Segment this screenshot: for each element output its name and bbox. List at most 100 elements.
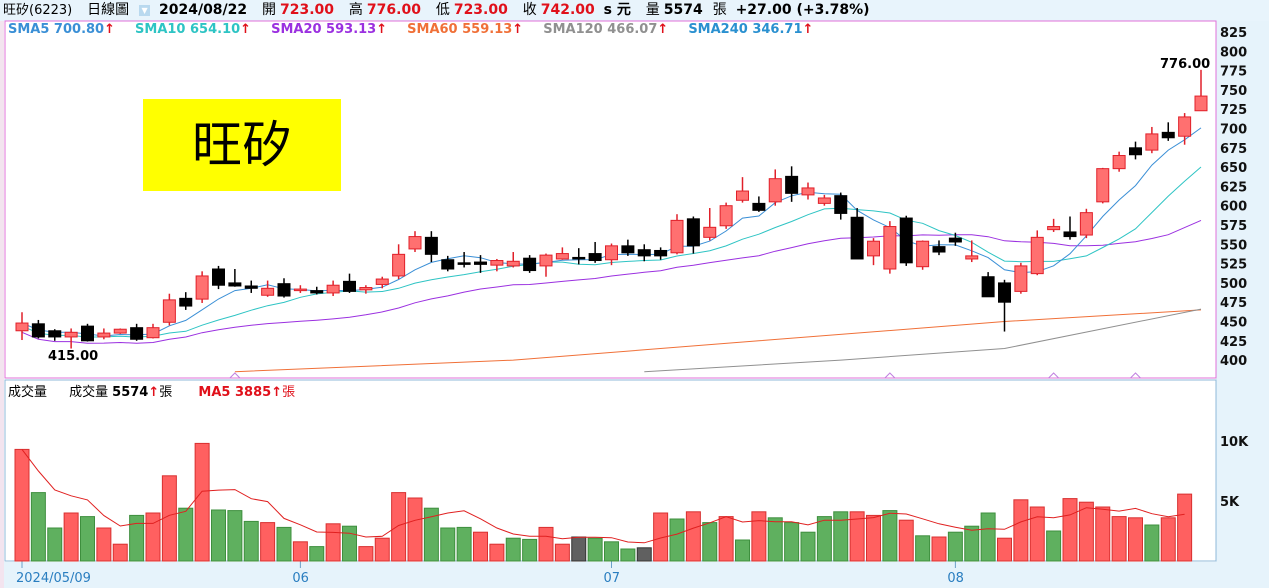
candle-body <box>801 187 815 196</box>
volume-ma5-unit: 張 <box>282 385 296 400</box>
candle-body <box>244 285 258 289</box>
volume-bar <box>587 537 603 562</box>
volume-legend: 成交量 成交量 5574↑張 MA5 3885↑張 <box>8 381 299 400</box>
candlestick <box>588 241 602 263</box>
volume-bar <box>47 527 63 562</box>
volume-bar <box>80 516 95 562</box>
volume-bar <box>636 547 652 562</box>
volume-bar <box>980 512 996 562</box>
candlestick <box>1063 216 1077 240</box>
volume-bar <box>816 516 832 562</box>
candle-body <box>916 240 930 268</box>
candle-body <box>752 202 766 211</box>
volume-bar <box>325 523 341 562</box>
candle-body <box>293 288 307 292</box>
volume-legend-label: 成交量 <box>69 385 109 400</box>
price-tick-label: 425 <box>1220 335 1247 350</box>
candlestick <box>195 271 209 303</box>
candlestick <box>703 208 717 241</box>
high-price-label: 776.00 <box>1160 57 1210 72</box>
candle-body <box>1145 133 1159 151</box>
volume-label: 量 <box>645 2 660 18</box>
candlestick <box>850 208 864 260</box>
volume-bar <box>243 520 259 562</box>
low-value: 723.00 <box>453 2 508 18</box>
candle-body <box>441 259 455 270</box>
volume-bar <box>669 518 685 562</box>
signal-marker-icon <box>1048 372 1059 379</box>
candlestick <box>113 328 127 334</box>
candlestick <box>555 247 569 260</box>
ma-legend-item: SMA10 654.10↑ <box>135 22 251 37</box>
date-label: 06 <box>292 571 309 586</box>
low-label: 低 <box>435 2 450 18</box>
volume-bar <box>63 512 79 562</box>
candle-body <box>48 330 62 338</box>
volume-bar <box>1144 524 1160 562</box>
volume-bar <box>14 448 30 562</box>
volume-bar <box>489 543 505 562</box>
candlestick <box>179 292 193 310</box>
candle-body <box>850 216 864 260</box>
volume-bar <box>866 514 881 562</box>
volume-bar <box>1128 517 1143 562</box>
close-label: 收 <box>522 2 537 18</box>
volume-bar <box>784 522 800 562</box>
candlestick <box>948 232 962 246</box>
volume-ma5-value: MA5 3885 <box>198 385 272 400</box>
up-arrow-icon: ↑ <box>376 22 388 37</box>
candle-body <box>670 219 684 254</box>
price-tick-label: 775 <box>1220 65 1247 80</box>
up-arrow-icon: ↑ <box>657 22 669 37</box>
candlestick <box>228 269 242 287</box>
candlestick <box>506 252 520 268</box>
volume-bar <box>342 525 357 562</box>
volume-legend-value: 5574 <box>112 385 149 400</box>
candle-body <box>883 226 897 270</box>
candlestick <box>572 248 586 265</box>
candlestick <box>474 255 487 273</box>
volume-bar <box>407 497 423 562</box>
candlestick <box>916 240 930 270</box>
candlestick <box>1194 69 1208 112</box>
date-label: 08 <box>947 571 964 586</box>
candlestick <box>834 192 848 220</box>
volume-bar <box>30 492 46 562</box>
candlestick <box>31 319 45 339</box>
up-arrow-icon: ↑ <box>148 385 160 400</box>
volume-bar <box>358 546 374 562</box>
ma-legend-value: SMA60 559.13 <box>407 22 513 37</box>
candlestick <box>1047 218 1061 232</box>
volume-bar <box>620 548 636 562</box>
candlestick <box>1030 230 1044 276</box>
open-label: 開 <box>262 2 277 18</box>
low-price-label: 415.00 <box>48 349 98 364</box>
candlestick <box>1178 113 1192 145</box>
candle-body <box>228 282 242 287</box>
candle-body <box>31 323 45 338</box>
candle-body <box>1047 226 1061 231</box>
candlestick <box>48 329 62 341</box>
price-tick-label: 700 <box>1220 123 1247 138</box>
candle-body <box>736 190 749 201</box>
price-tick-label: 800 <box>1220 45 1247 60</box>
stock-name-tag: 旺矽 <box>143 99 341 191</box>
candle-body <box>162 299 176 323</box>
ma-legend-value: SMA240 346.71 <box>688 22 803 37</box>
volume-bar <box>1046 530 1062 562</box>
candle-body <box>408 236 422 250</box>
candlestick <box>343 273 356 293</box>
volume-bar <box>161 475 177 562</box>
price-tick-label: 600 <box>1220 200 1247 215</box>
candle-body <box>1079 212 1093 236</box>
candle-body <box>1096 168 1110 203</box>
up-arrow-icon: ↑ <box>104 22 116 37</box>
chevron-down-icon[interactable]: ▼ <box>139 4 151 16</box>
ma-legend-item: SMA120 466.07↑ <box>543 22 668 37</box>
volume-bar <box>849 511 865 562</box>
candle-body <box>113 328 127 334</box>
candlestick <box>392 244 406 280</box>
candle-body <box>1178 116 1192 137</box>
candle-body <box>965 255 979 260</box>
